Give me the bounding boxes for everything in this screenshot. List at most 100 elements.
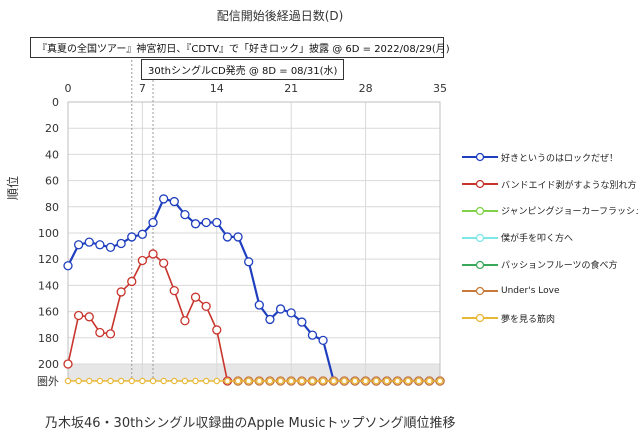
data-point — [190, 219, 201, 229]
data-point — [117, 377, 125, 385]
data-point — [137, 229, 148, 239]
data-point — [309, 377, 316, 385]
data-point — [127, 232, 137, 242]
y-tick-label: 140 — [38, 279, 59, 292]
y-tick-label: 0 — [52, 96, 59, 109]
data-point — [245, 377, 252, 385]
data-point — [160, 377, 167, 385]
data-point — [86, 377, 93, 385]
x-tick-label: 21 — [284, 82, 298, 95]
data-point — [244, 257, 254, 267]
data-point — [64, 377, 72, 385]
data-point — [222, 232, 233, 242]
y-tick-label: 200 — [38, 358, 59, 371]
data-point — [212, 325, 222, 335]
data-point — [266, 377, 274, 385]
data-point — [373, 377, 380, 385]
x-tick-label: 7 — [139, 82, 146, 95]
data-point — [75, 377, 82, 385]
data-point — [116, 238, 126, 249]
data-point — [159, 194, 169, 204]
legend-item: パッションフルーツの食べ方 — [462, 251, 638, 278]
annotation-cd-release: 30thシングルCD発売 @ 8D = 08/31(水) — [141, 59, 345, 80]
data-point — [171, 377, 178, 385]
data-point — [95, 240, 105, 250]
legend-label: パッションフルーツの食べ方 — [501, 261, 618, 272]
x-tick-label: 0 — [65, 82, 72, 95]
data-point — [159, 258, 169, 268]
data-point — [107, 377, 114, 385]
legend-swatch-marker — [475, 314, 485, 323]
data-point — [84, 237, 94, 247]
legend-label: Under's Love — [501, 286, 560, 297]
legend-label: ジャンピングジョーカーフラッシュ — [501, 207, 638, 218]
y-tick-label: 圏外 — [37, 375, 59, 388]
data-point — [128, 377, 135, 385]
data-point — [256, 377, 263, 385]
data-point — [137, 255, 148, 266]
data-point — [201, 301, 211, 311]
legend-item: Under's Love — [462, 278, 638, 305]
data-point — [73, 240, 84, 250]
legend-label: 好きというのはロックだぜ！ — [501, 153, 619, 164]
legend-label: 僕が手を叩く方へ — [501, 234, 574, 245]
legend-swatch — [462, 206, 498, 216]
data-point — [383, 377, 391, 385]
data-point — [234, 377, 242, 385]
data-point — [169, 285, 179, 296]
data-point — [148, 249, 158, 259]
data-point — [254, 300, 264, 310]
legend-item: 好きというのはロックだぜ！ — [462, 144, 638, 171]
data-point — [192, 377, 199, 385]
data-point — [286, 308, 296, 318]
legend-swatch-marker — [475, 260, 485, 269]
data-point — [96, 377, 104, 385]
legend-item: 夢を見る筋肉 — [462, 305, 638, 332]
data-point — [330, 377, 337, 385]
legend-item: バンドエイド剥がすような別れ方 — [462, 171, 638, 198]
legend-swatch-marker — [475, 153, 485, 162]
data-point — [233, 232, 243, 242]
legend-swatch-marker — [475, 180, 485, 189]
data-point — [169, 196, 179, 207]
legend: 好きというのはロックだぜ！ バンドエイド剥がすような別れ方 ジャンピングジョーカ… — [462, 144, 638, 332]
chart-caption: 乃木坂46・30thシングル収録曲のApple Musicトップソング順位推移 — [45, 416, 456, 431]
data-point — [213, 377, 220, 385]
data-point — [201, 217, 211, 228]
y-tick-label: 180 — [38, 332, 59, 345]
data-point — [116, 287, 126, 297]
data-point — [307, 330, 318, 340]
data-point — [224, 377, 231, 385]
y-axis-label: 順位 — [6, 175, 20, 200]
legend-label: バンドエイド剥がすような別れ方 — [501, 180, 637, 191]
legend-swatch — [462, 180, 498, 189]
data-point — [139, 377, 146, 385]
x-tick-label: 14 — [210, 82, 224, 95]
data-point — [181, 377, 189, 385]
data-point — [148, 217, 158, 228]
data-point — [63, 359, 73, 369]
data-point — [105, 329, 116, 339]
data-point — [63, 261, 73, 271]
legend-item: ジャンピングジョーカーフラッシュ — [462, 198, 638, 225]
data-point — [212, 217, 222, 228]
series-group — [64, 377, 444, 385]
legend-swatch — [462, 287, 498, 296]
y-tick-label: 20 — [45, 122, 59, 135]
y-tick-label: 160 — [38, 306, 59, 319]
data-point — [362, 377, 369, 385]
y-tick-label: 120 — [38, 253, 59, 266]
y-tick-label: 40 — [45, 148, 59, 161]
data-point — [288, 377, 295, 385]
data-point — [84, 312, 94, 322]
data-point — [426, 377, 433, 385]
data-point — [351, 377, 359, 385]
data-point — [341, 377, 348, 385]
data-point — [202, 377, 210, 385]
legend-swatch — [462, 314, 498, 323]
data-point — [127, 276, 137, 287]
legend-item: 僕が手を叩く方へ — [462, 224, 638, 251]
y-tick-label: 80 — [45, 201, 59, 214]
x-axis-label: 配信開始後経過日数(D) — [216, 9, 344, 23]
